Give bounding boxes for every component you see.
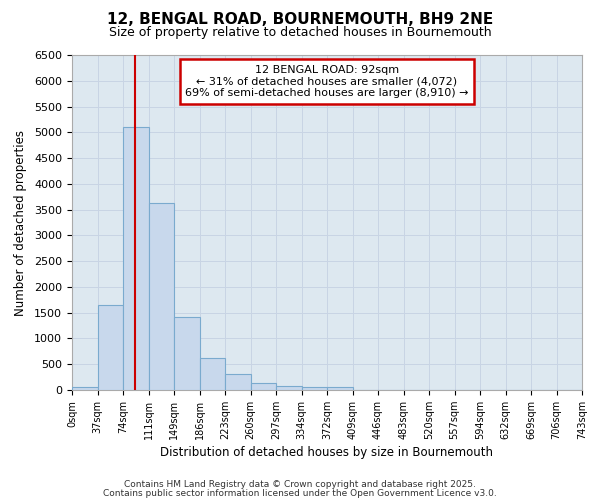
Text: Contains public sector information licensed under the Open Government Licence v3: Contains public sector information licen…: [103, 488, 497, 498]
Bar: [251, 383, 276, 390]
Text: Contains HM Land Registry data © Crown copyright and database right 2025.: Contains HM Land Registry data © Crown c…: [124, 480, 476, 489]
Bar: [149, 204, 174, 390]
Bar: [225, 374, 251, 390]
Bar: [174, 317, 199, 390]
Bar: [199, 358, 225, 390]
Bar: [123, 127, 149, 390]
Bar: [72, 387, 97, 390]
Bar: [302, 387, 327, 390]
Text: Size of property relative to detached houses in Bournemouth: Size of property relative to detached ho…: [109, 26, 491, 39]
Text: 12 BENGAL ROAD: 92sqm
← 31% of detached houses are smaller (4,072)
69% of semi-d: 12 BENGAL ROAD: 92sqm ← 31% of detached …: [185, 65, 469, 98]
Y-axis label: Number of detached properties: Number of detached properties: [14, 130, 27, 316]
X-axis label: Distribution of detached houses by size in Bournemouth: Distribution of detached houses by size …: [161, 446, 493, 459]
Bar: [327, 388, 353, 390]
Bar: [97, 305, 123, 390]
Bar: [276, 386, 302, 390]
Text: 12, BENGAL ROAD, BOURNEMOUTH, BH9 2NE: 12, BENGAL ROAD, BOURNEMOUTH, BH9 2NE: [107, 12, 493, 28]
